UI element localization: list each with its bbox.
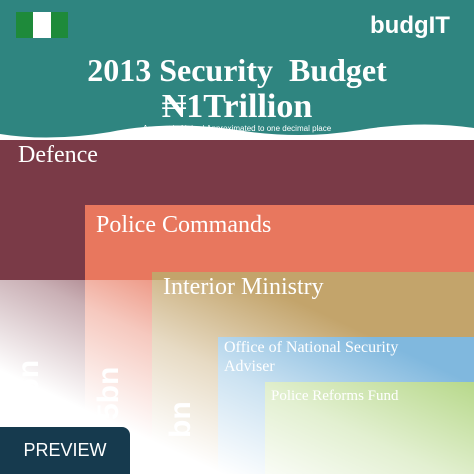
amount: bn [164, 401, 197, 438]
label: Defence [18, 142, 98, 168]
amount: 41bn [12, 359, 45, 430]
label: Office of National Security Adviser [224, 339, 399, 375]
label: Police Reforms Fund [271, 388, 399, 404]
preview-badge: PREVIEW [0, 427, 130, 474]
note: Amount in Naira | Approximated to one de… [142, 124, 332, 133]
title: 2013 Security Budget [87, 52, 387, 88]
header-band [0, 0, 474, 138]
note-left: Amount in Naira [142, 124, 201, 133]
amount: 5bn [92, 366, 125, 420]
note-right: Approximated to one decimal place [206, 124, 332, 133]
logo: budgIT [370, 12, 450, 39]
label: Interior Ministry [163, 274, 324, 300]
total: ₦1Trillion [161, 88, 313, 125]
label: Police Commands [96, 212, 272, 238]
